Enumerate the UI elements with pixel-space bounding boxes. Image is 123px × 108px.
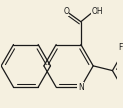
Text: OH: OH <box>92 7 103 16</box>
Text: O: O <box>63 7 69 16</box>
Text: N: N <box>78 83 84 92</box>
Text: F: F <box>119 43 123 52</box>
